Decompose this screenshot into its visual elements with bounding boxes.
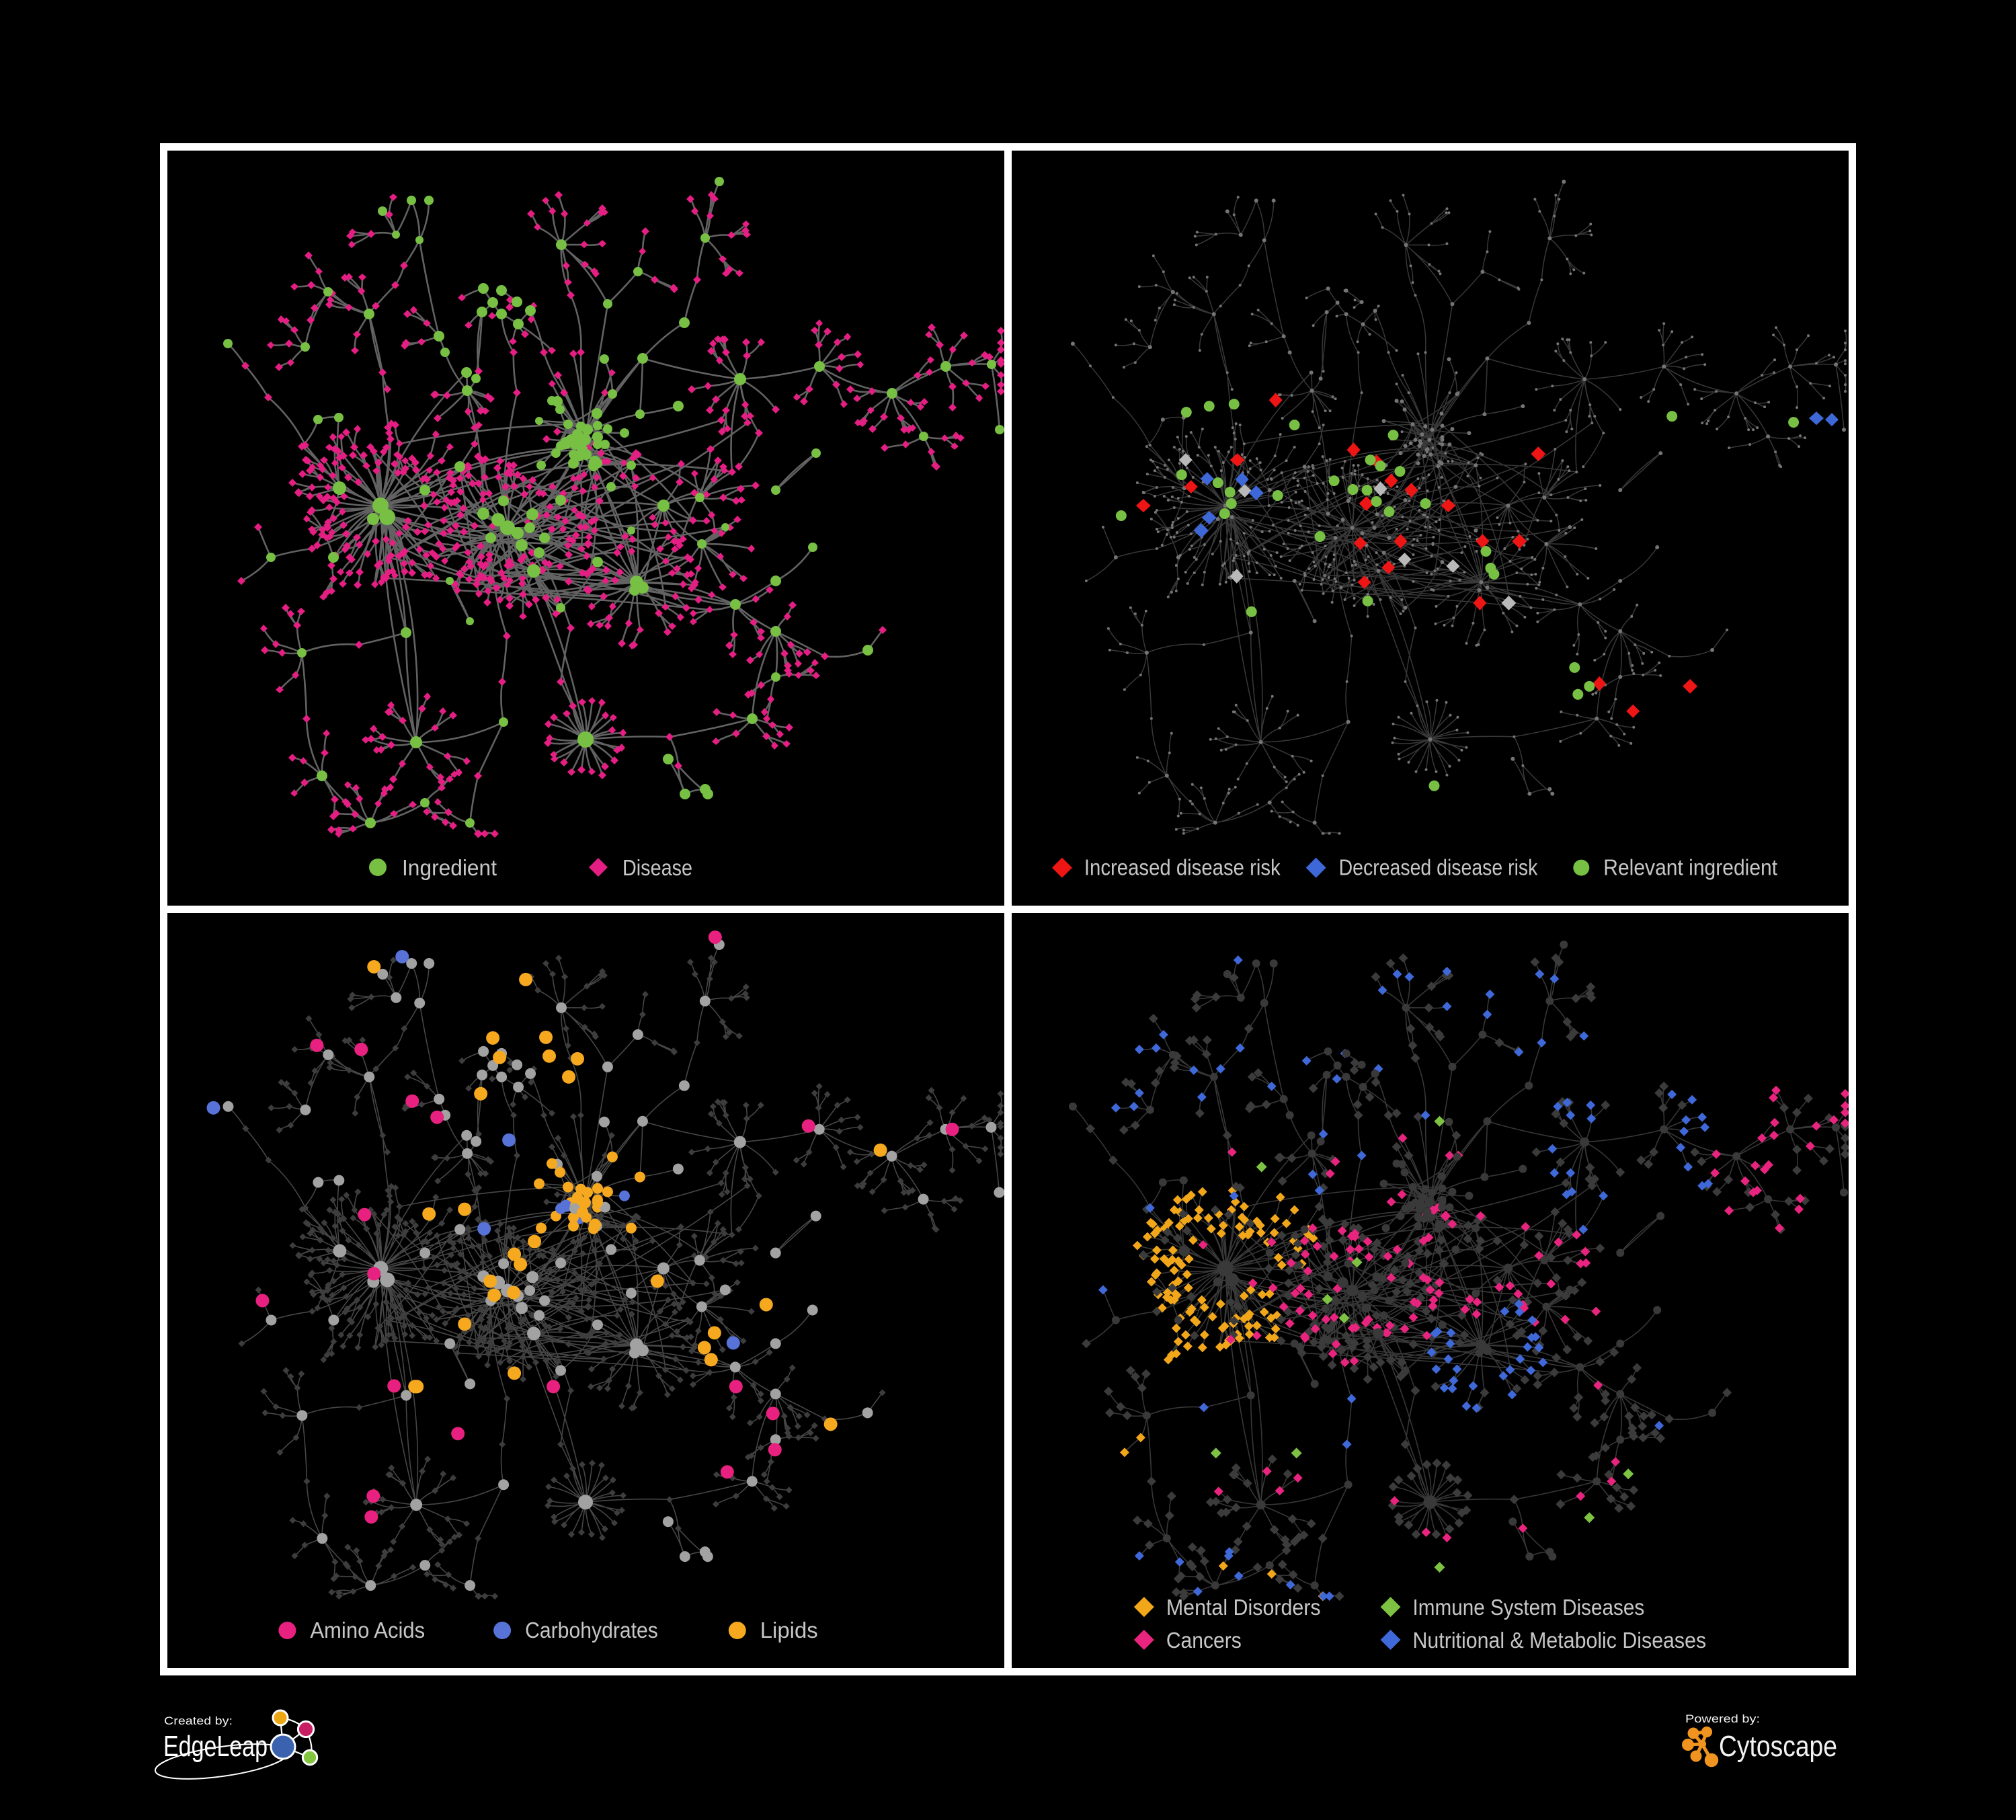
svg-text:Carbohydrates: Carbohydrates [525, 1618, 658, 1643]
svg-text:Lipids: Lipids [760, 1618, 818, 1643]
svg-text:Created by:: Created by: [164, 1714, 233, 1727]
svg-text:Cancers: Cancers [1166, 1628, 1242, 1653]
svg-text:Amino Acids: Amino Acids [310, 1618, 425, 1643]
svg-text:Nutritional & Metabolic Diseas: Nutritional & Metabolic Diseases [1413, 1628, 1707, 1653]
svg-text:Relevant ingredient: Relevant ingredient [1603, 855, 1777, 880]
svg-text:Powered by:: Powered by: [1685, 1712, 1760, 1725]
svg-text:Increased disease risk: Increased disease risk [1084, 855, 1281, 880]
svg-text:Mental Disorders: Mental Disorders [1166, 1595, 1321, 1620]
svg-text:Ingredient: Ingredient [402, 855, 497, 880]
svg-text:Immune System Diseases: Immune System Diseases [1413, 1595, 1645, 1620]
svg-text:Decreased disease risk: Decreased disease risk [1339, 855, 1538, 880]
svg-text:Cytoscape: Cytoscape [1719, 1730, 1837, 1763]
svg-text:EdgeLeap: EdgeLeap [163, 1730, 268, 1763]
svg-text:Disease: Disease [622, 855, 692, 880]
